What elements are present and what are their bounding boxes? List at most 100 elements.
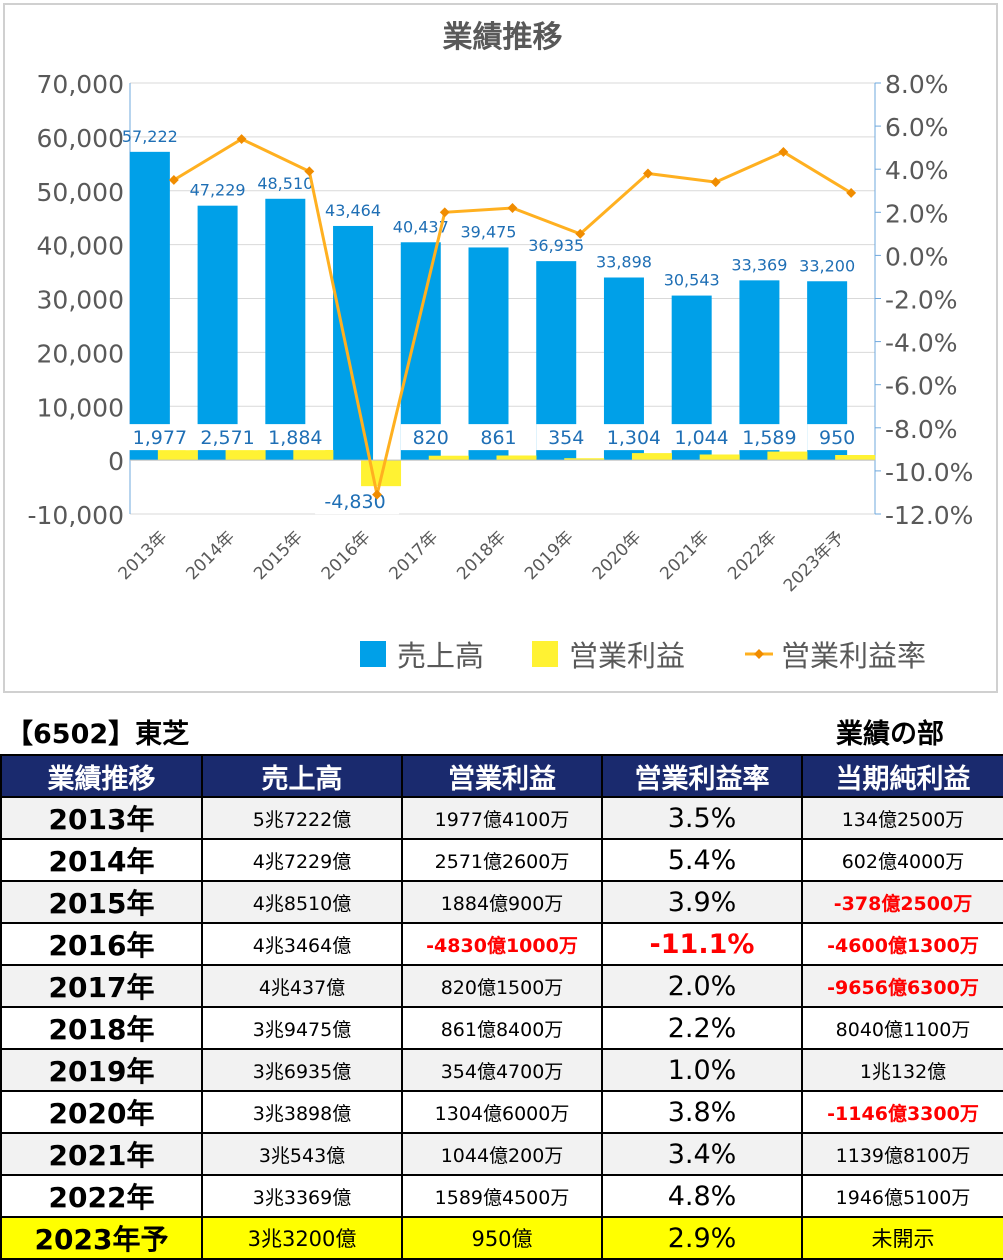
x-tick-label: 2018年 [453, 527, 510, 584]
cell-period: 2013年 [1, 797, 202, 839]
legend-label-operating-profit: 営業利益 [569, 639, 685, 673]
legend-label-sales: 売上高 [397, 639, 484, 673]
y-right-tick-label: -10.0% [885, 458, 973, 487]
section-caption: 業績の部 [836, 720, 944, 750]
table-row: 2014年 4兆7229億 2571億2600万 5.4% 602億4000万 [1, 839, 1003, 881]
operating-profit-data-label: 1,589 [742, 427, 796, 449]
sales-bar [130, 152, 170, 460]
table-row: 2020年 3兆3898億 1304億6000万 3.8% -1146億3300万 [1, 1091, 1003, 1133]
x-tick-label: 2019年 [521, 527, 578, 584]
y-right-tick-label: -4.0% [885, 329, 958, 358]
cell-sales: 5兆7222億 [202, 797, 402, 839]
operating-profit-data-label: 861 [480, 427, 516, 449]
cell-operating-profit: 1589億4500万 [402, 1175, 602, 1217]
operating-profit-bar [767, 452, 807, 461]
operating-profit-bar [293, 450, 333, 460]
table-row: 2022年 3兆3369億 1589億4500万 4.8% 1946億5100万 [1, 1175, 1003, 1217]
x-tick-label: 2023年予 [780, 527, 849, 596]
operating-profit-bar [429, 456, 469, 460]
cell-period: 2014年 [1, 839, 202, 881]
header-net-profit: 当期純利益 [802, 755, 1003, 797]
chart-title: 業績推移 [443, 20, 563, 55]
cell-sales: 4兆8510億 [202, 881, 402, 923]
operating-profit-data-label: 1,884 [268, 427, 322, 449]
table-row: 2017年 4兆437億 820億1500万 2.0% -9656億6300万 [1, 965, 1003, 1007]
cell-net-profit: -4600億1300万 [802, 923, 1003, 965]
x-tick-label: 2013年 [115, 527, 172, 584]
y-right-tick-label: -12.0% [885, 501, 973, 530]
operating-profit-bar [700, 455, 740, 461]
header-operating-margin: 営業利益率 [602, 755, 802, 797]
table-row: 2016年 4兆3464億 -4830億1000万 -11.1% -4600億1300万 [1, 923, 1003, 965]
cell-sales: 4兆3464億 [202, 923, 402, 965]
cell-net-profit: 1946億5100万 [802, 1175, 1003, 1217]
cell-operating-margin: -11.1% [602, 923, 802, 965]
chart-frame: 業績推移 -10,000 0 10,000 20,000 30,000 40,000 50,0… [3, 3, 998, 693]
x-tick-label: 2015年 [250, 527, 307, 584]
cell-net-profit: 1兆132億 [802, 1049, 1003, 1091]
y-left-tick-label: 60,000 [37, 124, 124, 153]
cell-operating-profit: -4830億1000万 [402, 923, 602, 965]
cell-net-profit: 134億2500万 [802, 797, 1003, 839]
operating-profit-data-label: 1,977 [133, 427, 187, 449]
cell-net-profit: 1139億8100万 [802, 1133, 1003, 1175]
operating-profit-bar [835, 455, 875, 460]
x-tick-label: 2022年 [724, 527, 781, 584]
cell-sales: 4兆7229億 [202, 839, 402, 881]
operating-profit-data-label: 1,044 [674, 427, 728, 449]
sales-data-label: 43,464 [325, 201, 381, 220]
x-tick-label: 2016年 [318, 527, 375, 584]
table-row: 2015年 4兆8510億 1884億900万 3.9% -378億2500万 [1, 881, 1003, 923]
y-left-tick-label: 40,000 [37, 232, 124, 261]
cell-sales: 3兆9475億 [202, 1007, 402, 1049]
x-tick-label: 2021年 [656, 527, 713, 584]
y-left-tick-label: 20,000 [37, 339, 124, 368]
cell-period: 2017年 [1, 965, 202, 1007]
legend-swatch-sales [360, 641, 386, 667]
cell-operating-profit: 1304億6000万 [402, 1091, 602, 1133]
cell-operating-margin: 5.4% [602, 839, 802, 881]
cell-net-profit: -1146億3300万 [802, 1091, 1003, 1133]
cell-operating-margin: 3.5% [602, 797, 802, 839]
cell-operating-margin: 3.9% [602, 881, 802, 923]
y-left-tick-label: 0 [108, 447, 124, 476]
cell-period: 2019年 [1, 1049, 202, 1091]
legend-marker-operating-margin [754, 649, 764, 659]
cell-operating-margin: 1.0% [602, 1049, 802, 1091]
y-right-tick-label: 6.0% [885, 113, 949, 142]
table-row: 2021年 3兆543億 1044億200万 3.4% 1139億8100万 [1, 1133, 1003, 1175]
header-period: 業績推移 [1, 755, 202, 797]
sales-data-label: 33,898 [596, 252, 652, 271]
table-row: 2018年 3兆9475億 861億8400万 2.2% 8040億1100万 [1, 1007, 1003, 1049]
cell-operating-profit: 950億 [402, 1217, 602, 1259]
cell-period: 2021年 [1, 1133, 202, 1175]
sales-bar [333, 226, 373, 460]
legend-swatch-operating-profit [532, 641, 558, 667]
y-right-tick-label: 8.0% [885, 70, 949, 99]
cell-operating-margin: 4.8% [602, 1175, 802, 1217]
y-left-tick-label: 70,000 [37, 70, 124, 99]
sales-data-label: 33,200 [799, 256, 855, 275]
sales-bar [265, 199, 305, 460]
cell-operating-profit: 1977億4100万 [402, 797, 602, 839]
table-row: 2013年 5兆7222億 1977億4100万 3.5% 134億2500万 [1, 797, 1003, 839]
y-right-tick-label: -2.0% [885, 286, 958, 315]
y-right-tick-label: 2.0% [885, 199, 949, 228]
y-left-tick-label: 30,000 [37, 286, 124, 315]
y-left-tick-label: 50,000 [37, 178, 124, 207]
cell-period: 2022年 [1, 1175, 202, 1217]
cell-net-profit: -378億2500万 [802, 881, 1003, 923]
operating-profit-data-label: 2,571 [200, 427, 254, 449]
cell-operating-profit: 354億4700万 [402, 1049, 602, 1091]
sales-data-label: 33,369 [731, 255, 787, 274]
cell-period: 2015年 [1, 881, 202, 923]
performance-table-wrap: 業績推移 売上高 営業利益 営業利益率 当期純利益 2013年 5兆7222億 19… [0, 754, 1003, 1260]
operating-margin-point [440, 207, 450, 217]
cell-period: 2018年 [1, 1007, 202, 1049]
operating-margin-point [711, 177, 721, 187]
sales-data-label: 36,935 [528, 236, 584, 255]
cell-net-profit: 未開示 [802, 1217, 1003, 1259]
operating-profit-data-label: 950 [819, 427, 855, 449]
header-operating-profit: 営業利益 [402, 755, 602, 797]
sales-data-label: 30,543 [664, 271, 720, 290]
